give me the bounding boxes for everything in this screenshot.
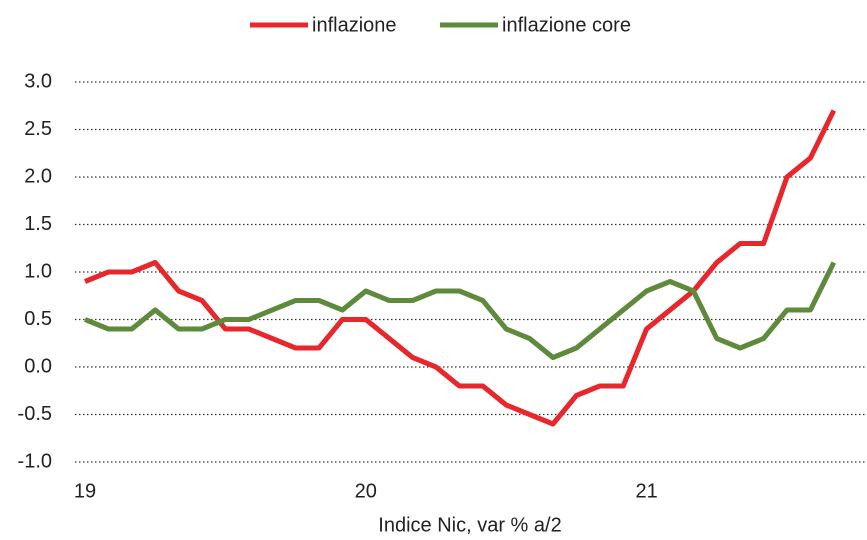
y-tick-label: 1.5 bbox=[24, 213, 52, 235]
y-tick-label: 3.0 bbox=[24, 70, 52, 92]
y-tick-label: 2.0 bbox=[24, 165, 52, 187]
series-line bbox=[84, 261, 837, 360]
x-tick-label: 21 bbox=[635, 480, 657, 502]
legend-label: inflazione bbox=[312, 14, 397, 36]
series-line bbox=[84, 109, 837, 427]
x-tick-label: 19 bbox=[74, 480, 96, 502]
x-axis-label: Indice Nic, var % a/2 bbox=[378, 514, 561, 536]
y-tick-label: 1.0 bbox=[24, 260, 52, 282]
y-tick-label: -0.5 bbox=[18, 403, 52, 425]
x-tick-label: 20 bbox=[355, 480, 377, 502]
y-tick-label: 2.5 bbox=[24, 118, 52, 140]
legend-label: inflazione core bbox=[502, 14, 631, 36]
y-tick-label: -1.0 bbox=[18, 450, 52, 472]
y-tick-label: 0.0 bbox=[24, 355, 52, 377]
y-tick-label: 0.5 bbox=[24, 308, 52, 330]
